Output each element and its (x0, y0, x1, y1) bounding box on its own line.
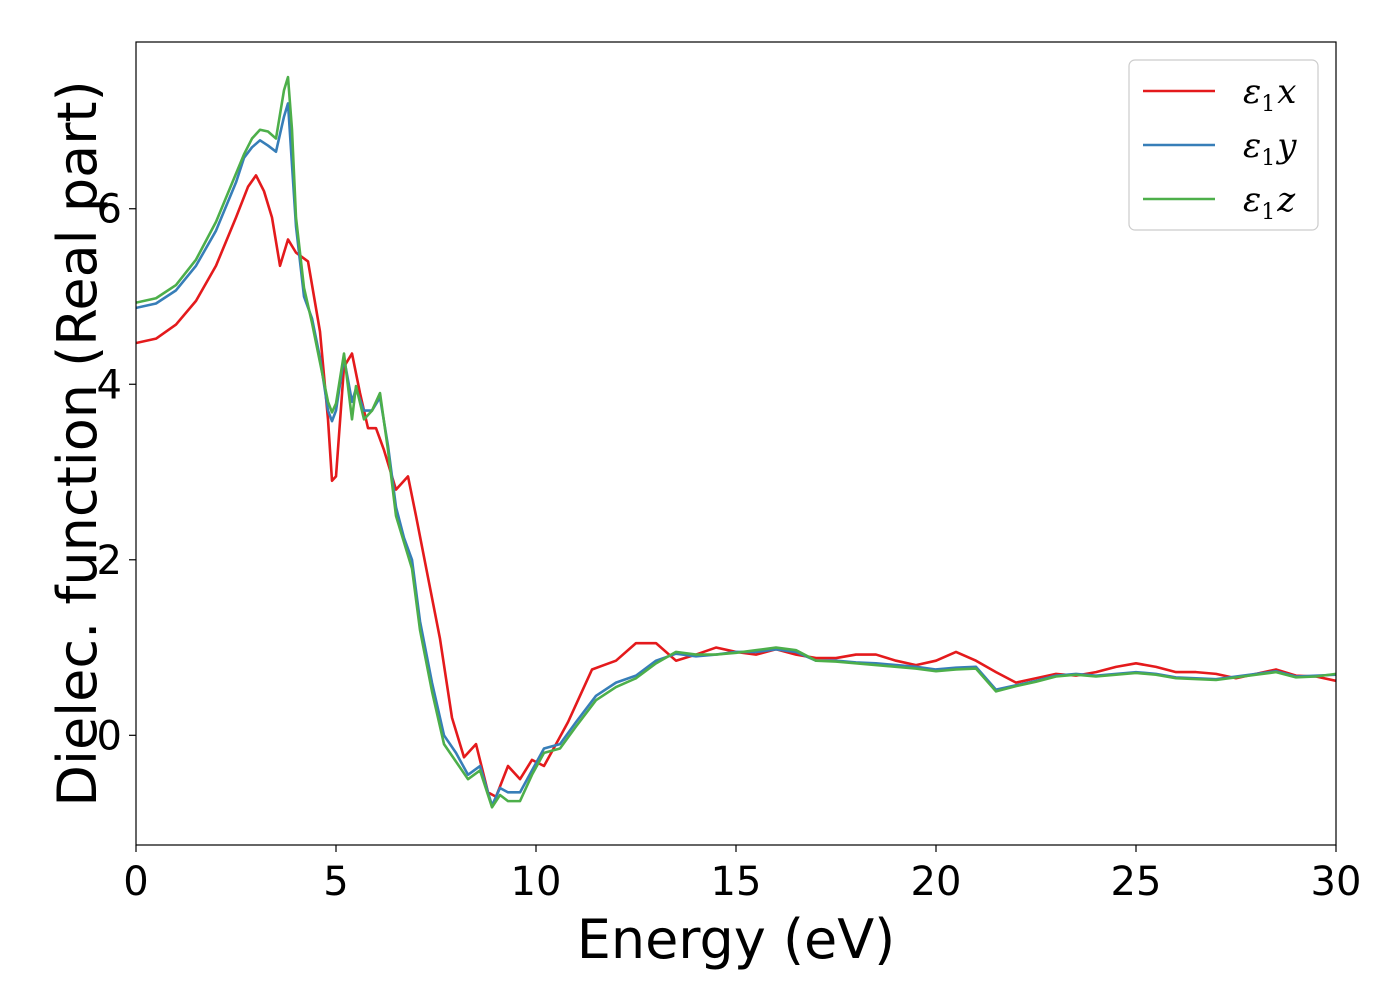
x-tick-label: 25 (1111, 859, 1162, 905)
y-tick-label: 2 (97, 538, 122, 584)
legend-label: ε1y (1243, 126, 1297, 171)
series-layer (136, 75, 1336, 809)
x-tick-label: 10 (511, 859, 562, 905)
series-line-x (136, 174, 1336, 799)
y-axis: 0 2 4 6 (97, 187, 136, 759)
y-tick-label: 0 (97, 713, 122, 759)
legend-label: ε1x (1243, 72, 1296, 117)
x-tick-label: 20 (911, 859, 962, 905)
series-line-z (136, 75, 1336, 809)
x-tick-label: 5 (323, 859, 348, 905)
x-axis-label: Energy (eV) (577, 908, 896, 971)
legend-label: ε1z (1243, 180, 1296, 225)
y-tick-label: 4 (97, 362, 122, 408)
x-tick-label: 15 (711, 859, 762, 905)
y-axis-label: Dielec. function (Real part) (46, 80, 109, 806)
x-axis: 0 5 10 15 20 25 30 (123, 845, 1361, 905)
x-tick-label: 0 (123, 859, 148, 905)
legend-box (1128, 59, 1319, 231)
legend: ε1x ε1y ε1z (1128, 59, 1319, 231)
x-tick-label: 30 (1311, 859, 1362, 905)
y-tick-label: 6 (97, 187, 122, 233)
